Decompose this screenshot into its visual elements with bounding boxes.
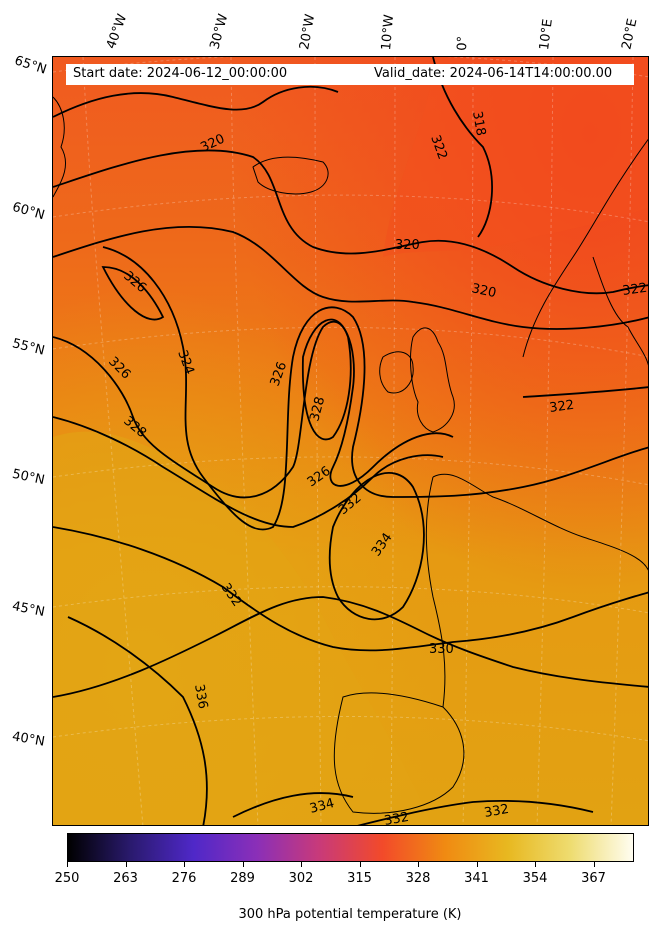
colorbar-tick-label: 328: [405, 871, 431, 886]
colorbar-tick: [184, 862, 185, 867]
latitude-label-55n: 55°N: [10, 336, 47, 359]
latitude-label-50n: 50°N: [10, 466, 46, 489]
colorbar-tick-label: 341: [464, 871, 489, 886]
colorbar-tick: [476, 862, 478, 867]
contour-318: [432, 57, 493, 238]
contour-326: [53, 320, 454, 499]
colorbar-tick: [418, 862, 419, 867]
contour-326-north: [101, 266, 165, 321]
contour-334-ring: [328, 472, 425, 621]
contour-322: [53, 225, 648, 330]
contour-label: 322: [621, 281, 648, 299]
header-box: [66, 64, 634, 85]
colorbar-tick: [301, 862, 302, 867]
contour-label: 334: [308, 796, 336, 817]
colorbar-tick-label: 354: [522, 871, 548, 886]
colorbar-tick-label: 263: [113, 871, 138, 886]
colorbar-tick: [242, 862, 244, 867]
contour-324: [102, 246, 648, 531]
colorbar-tick-label: 276: [171, 871, 197, 886]
longitude-label-10e: 10°E: [537, 18, 556, 52]
contour-label: 320: [395, 238, 420, 253]
colorbar: [67, 833, 634, 862]
latitude-label-40n: 40°N: [10, 729, 46, 750]
contour-label: 332: [383, 810, 410, 826]
contour-label: 330: [429, 642, 454, 657]
colorbar-tick: [359, 862, 361, 867]
contour-label: 336: [191, 683, 210, 710]
colorbar-tick: [67, 862, 68, 867]
contour-332: [53, 596, 648, 698]
longitude-label-20e: 20°E: [619, 17, 641, 52]
contour-320-north: [53, 85, 339, 118]
colorbar-tick-label: 315: [347, 871, 372, 886]
colorbar-tick: [535, 862, 536, 867]
contour-label: 322: [548, 398, 575, 416]
colorbar-tick-label: 289: [230, 871, 255, 886]
warm-trough-region: [383, 57, 648, 257]
colorbar-tick-label: 367: [581, 871, 606, 886]
coastlines: [53, 96, 648, 814]
longitude-label-30w: 30°W: [207, 12, 232, 51]
potential-temperature-field: 318 320 320 320 322 322 322 324 326 326 …: [53, 57, 648, 826]
longitude-label-10w: 10°W: [379, 13, 398, 51]
latitude-label-60n: 60°N: [10, 199, 47, 224]
latitude-label-65n: 65°N: [12, 53, 49, 78]
contour-330: [53, 526, 648, 652]
contour-label: 332: [483, 802, 510, 821]
isentropes: [53, 57, 648, 825]
start-date-label: Start date: 2024-06-12_00:00:00: [73, 66, 288, 81]
latitude-label-45n: 45°N: [10, 599, 46, 620]
colorbar-title: 300 hPa potential temperature (K): [238, 907, 462, 922]
contour-334-south: [232, 792, 354, 818]
valid-date-label: Valid_date: 2024-06-14T14:00:00.00: [374, 66, 613, 81]
contour-label: 328: [307, 395, 328, 423]
colorbar-tick-label: 302: [288, 871, 314, 886]
contour-326-inner: [302, 318, 352, 441]
colorbar-tick-label: 250: [54, 871, 80, 886]
contour-320: [53, 149, 648, 295]
colorbar-tick: [593, 862, 595, 867]
contour-332-south: [357, 799, 594, 825]
contour-328: [53, 416, 444, 528]
longitude-label-0: 0°: [455, 35, 471, 51]
contour-336: [67, 616, 208, 825]
contour-322-east: [522, 386, 648, 398]
contour-label: 318: [469, 110, 488, 137]
longitude-label-20w: 20°W: [297, 13, 319, 52]
contour-label: 320: [470, 281, 497, 301]
colorbar-tick: [125, 862, 127, 867]
map-frame[interactable]: 318 320 320 320 322 322 322 324 326 326 …: [52, 56, 649, 826]
longitude-label-40w: 40°W: [103, 12, 131, 51]
